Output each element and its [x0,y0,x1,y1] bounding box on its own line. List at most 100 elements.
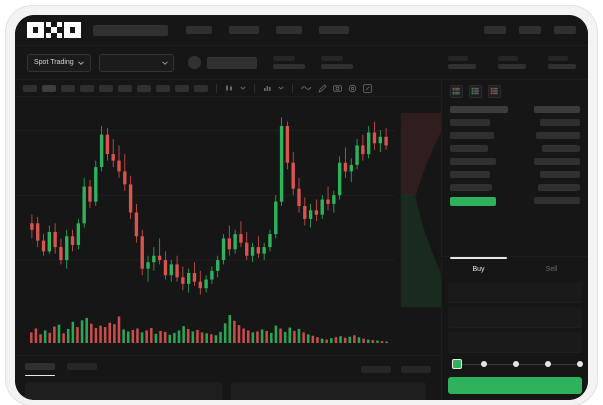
tab-buy[interactable]: Buy [442,257,515,282]
price-chart[interactable] [15,97,441,355]
timeframe-5[interactable] [99,84,113,92]
percent-slider[interactable] [452,359,583,370]
volume-bar [246,330,250,343]
bottom-tab-2[interactable] [67,363,97,376]
indicator-chevron-down-icon[interactable] [278,86,284,90]
top-header [15,15,588,46]
tab-sell[interactable]: Sell [515,257,588,282]
chart-type-icon[interactable] [225,84,234,92]
chart-type-chevron-down-icon[interactable] [240,86,246,90]
percent-stop-100[interactable] [577,361,583,367]
market-type-select[interactable]: Spot Trading [27,53,91,72]
timeframe-6[interactable] [118,84,132,92]
volume-histogram [30,315,388,343]
orderbook-both-icon [452,87,460,95]
bottom-action-2[interactable] [401,366,431,373]
settings-gear-icon[interactable] [348,84,357,93]
nav-item-1[interactable] [186,26,212,34]
orderbook-header-left [450,106,508,113]
orderbook-row[interactable] [450,158,496,165]
orderbook-row[interactable] [450,197,496,206]
fullscreen-expand-icon[interactable] [363,83,372,93]
timeframe-2[interactable] [42,84,56,92]
volume-bar [366,339,370,343]
percent-stop-50[interactable] [513,361,519,367]
volume-bar [251,332,255,343]
order-amount-field[interactable] [448,307,582,328]
snapshot-camera-icon[interactable] [333,84,342,92]
orderbook-mode-bids[interactable] [469,85,482,98]
orderbook-mode-asks[interactable] [488,85,501,98]
orderbook-row[interactable] [534,158,580,165]
header-stat-3-label [548,56,568,61]
orderbook-row[interactable] [450,132,494,139]
volume-bar [145,330,148,343]
line-tool-icon[interactable] [301,84,312,92]
volume-bar [126,331,130,343]
orderbook-mode-group [442,80,588,103]
orderbook-row[interactable] [450,145,488,152]
bottom-tab-1[interactable] [25,363,55,376]
bottom-panel-left[interactable] [25,382,222,400]
candle [256,247,261,254]
bottom-action-1[interactable] [361,366,391,373]
orders-section [15,355,441,400]
pair-select[interactable] [98,53,174,72]
candle [41,240,46,252]
volume-bar [177,330,181,343]
candle [111,154,115,161]
percent-slider-handle[interactable] [452,359,462,369]
search-input[interactable] [93,24,168,36]
header-action-1[interactable] [484,26,506,34]
nav-item-3[interactable] [276,26,302,34]
chevron-down-icon [161,60,168,65]
orderbook-row[interactable] [540,171,580,178]
volume-bar [196,329,199,343]
ticker-block[interactable] [187,56,257,69]
timeframe-3[interactable] [61,84,75,92]
device-bezel: Spot Trading [15,15,588,400]
orderbook-mode-both[interactable] [450,85,463,98]
nav-item-4[interactable] [319,26,349,34]
orderbook-header-right [534,106,580,113]
orderbook-row[interactable] [450,171,490,178]
timeframe-7[interactable] [137,84,151,92]
orderbook-row[interactable] [542,145,580,152]
draw-pencil-icon[interactable] [318,83,327,93]
header-stat-1 [448,56,476,69]
candle [53,231,57,248]
header-action-3[interactable] [554,26,576,34]
bottom-panel-right[interactable] [231,382,426,400]
timeframe-8[interactable] [156,84,170,92]
header-action-2[interactable] [519,26,541,34]
candle [268,234,272,248]
nav-item-2[interactable] [229,26,259,34]
orderbook-row[interactable] [534,197,580,204]
candle [221,238,226,261]
volume-bar [260,329,264,343]
candle [128,184,133,213]
candle [169,264,173,276]
orderbook-row[interactable] [538,184,580,191]
timeframe-4[interactable] [80,84,94,92]
candle [343,162,348,172]
volume-bar [293,330,296,343]
orderbook-row[interactable] [450,119,490,126]
pair-avatar [187,56,201,69]
orderbook[interactable] [442,103,588,271]
okx-logo[interactable] [27,21,81,39]
percent-stop-25[interactable] [481,361,487,367]
percent-stop-75[interactable] [545,361,551,367]
timeframe-1[interactable] [23,84,37,92]
volume-bar [99,325,102,343]
orderbook-row[interactable] [536,132,580,139]
submit-order-button[interactable] [448,377,582,394]
timeframe-9[interactable] [175,84,189,92]
volume-bar [140,332,144,343]
order-total-field[interactable] [448,332,582,353]
orderbook-row[interactable] [450,184,492,191]
timeframe-10[interactable] [194,84,208,92]
indicator-icon[interactable] [263,84,272,92]
order-price-field[interactable] [448,282,582,303]
orderbook-row[interactable] [540,119,580,126]
